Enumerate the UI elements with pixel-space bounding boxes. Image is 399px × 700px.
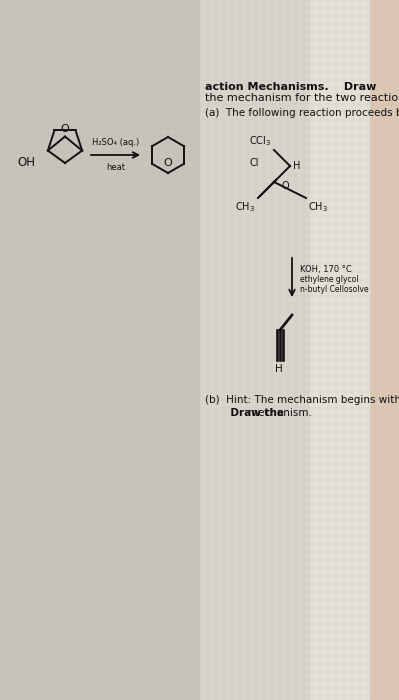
Text: H₂SO₄ (aq.): H₂SO₄ (aq.): [92, 138, 139, 147]
Text: OH: OH: [17, 157, 35, 169]
Text: $\mathrm{CH_3}$: $\mathrm{CH_3}$: [308, 200, 328, 214]
FancyBboxPatch shape: [310, 0, 399, 700]
Text: (a)  The following reaction proceeds by two consecutive E2 eliminations.: (a) The following reaction proceeds by t…: [205, 108, 399, 118]
FancyBboxPatch shape: [370, 0, 399, 700]
Text: Draw the: Draw the: [205, 408, 284, 418]
Text: Draw: Draw: [340, 82, 376, 92]
Text: H: H: [293, 161, 300, 171]
Text: (b)  Hint: The mechanism begins with the acid-catalyzed addition to an epoxide.: (b) Hint: The mechanism begins with the …: [205, 395, 399, 405]
Text: O: O: [61, 124, 69, 134]
Text: Cl: Cl: [249, 158, 259, 168]
Text: H: H: [275, 364, 283, 374]
Text: O: O: [282, 181, 290, 191]
Text: O: O: [164, 158, 172, 168]
Text: $\mathrm{CCl_3}$: $\mathrm{CCl_3}$: [249, 134, 271, 148]
FancyBboxPatch shape: [200, 0, 399, 700]
Text: n-butyl Cellosolve: n-butyl Cellosolve: [300, 285, 369, 294]
Text: the mechanism for the two reactions below.: the mechanism for the two reactions belo…: [205, 93, 399, 103]
Text: heat: heat: [106, 163, 125, 172]
Text: ethylene glycol: ethylene glycol: [300, 275, 358, 284]
Text: KOH, 170 °C: KOH, 170 °C: [300, 265, 352, 274]
Text: mechanism.: mechanism.: [248, 408, 312, 418]
Text: action Mechanisms.: action Mechanisms.: [205, 82, 329, 92]
Text: $\mathrm{CH_3}$: $\mathrm{CH_3}$: [235, 200, 255, 214]
